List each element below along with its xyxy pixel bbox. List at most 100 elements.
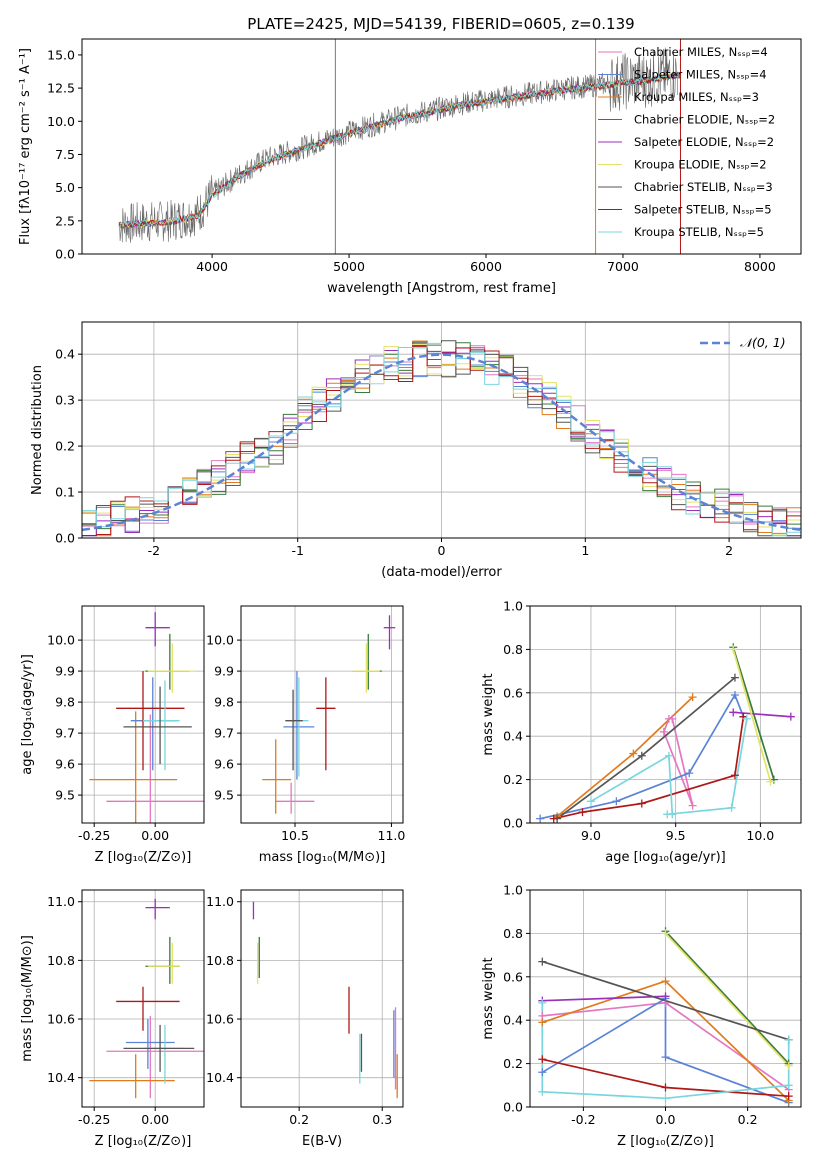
weight-marker-chabrier_miles [668,714,677,723]
y-tick-label: 11.0 [47,894,75,909]
x-tick-label: 0.3 [372,1112,392,1127]
weight-marker-kroupa_stelib [663,810,672,819]
x-axis-label: E(B-V) [302,1134,342,1149]
plot-area [252,901,398,1099]
plot-area [540,646,791,820]
y-tick-label: 10.6 [47,1012,75,1027]
weight-marker-kroupa_stelib [586,797,595,806]
x-tick-label: 2 [725,543,733,558]
weight-line-chabrier_stelib [556,676,736,820]
x-axis-label: mass [log₁₀(M/M⊙)] [259,850,386,865]
weight-marker-chabrier_stelib [538,957,547,966]
x-tick-label: 0.0 [656,1112,676,1127]
weight-marker-kroupa_miles [688,693,697,702]
y-tick-label: 10.6 [206,1012,234,1027]
weight-marker-salpeter_elodie [729,708,738,717]
model-line-salpeter_elodie [118,71,679,229]
y-tick-label: 0.2 [503,772,523,787]
axes-frame [240,605,404,824]
weight-line-salpeter_miles [541,996,789,1104]
y-tick-label: 15.0 [47,47,75,62]
weight-marker-kroupa_elodie [766,777,775,786]
weight-marker-kroupa_elodie [729,645,738,654]
y-tick-label: 1.0 [503,599,523,614]
x-tick-label: -0.25 [78,1112,110,1127]
plot-area [118,39,681,254]
y-tick-label: 9.7 [214,726,234,741]
weight-marker-salpeter_miles [612,797,621,806]
y-tick-label: 0.6 [503,969,523,984]
x-tick-label: 0.2 [289,1112,309,1127]
legend-label: Kroupa ELODIE, Nₛₛₚ=2 [634,158,767,172]
weight-marker-kroupa_stelib [742,714,751,723]
x-tick-label: 5000 [333,259,365,274]
x-tick-label: 9.0 [581,828,601,843]
axes-frame [81,38,802,255]
weight-marker-kroupa_elodie [784,1061,793,1070]
model-line-kroupa_elodie [118,72,678,229]
legend-label: 𝒩(0, 1) [740,335,786,350]
y-tick-label: 2.5 [55,213,75,228]
y-tick-label: 0.0 [55,247,75,262]
x-tick-label: -0.25 [78,828,110,843]
y-tick-label: 10.4 [206,1070,234,1085]
y-tick-label: 10.8 [206,953,234,968]
plot-area [262,615,396,814]
y-tick-label: 9.6 [55,757,75,772]
legend-label: Chabrier ELODIE, Nₛₛₚ=2 [634,113,775,127]
weight-line-chabrier_miles [662,718,694,806]
legend-label: Salpeter MILES, Nₛₛₚ=4 [634,68,767,82]
legend-label: Chabrier STELIB, Nₛₛₚ=3 [634,180,773,194]
y-tick-label: 0.6 [503,685,523,700]
model-line-chabrier_miles [118,72,679,228]
y-tick-label: 10.0 [206,633,234,648]
y-tick-label: 1.0 [503,883,523,898]
x-axis-label: Z [log₁₀(Z/Z⊙)] [617,1134,714,1149]
y-tick-label: 0.4 [503,1013,523,1028]
weight-marker-salpeter_stelib [578,808,587,817]
weight-marker-salpeter_miles [730,690,739,699]
y-tick-label: 0.3 [55,393,75,408]
weight-marker-kroupa_stelib [538,1087,547,1096]
x-tick-label: -2 [148,543,160,558]
legend-label: Salpeter STELIB, Nₛₛₚ=5 [634,203,772,217]
weight-marker-salpeter_miles [661,1053,670,1062]
y-tick-label: 0.8 [503,926,523,941]
axes-frame [81,889,205,1108]
panel-mass_vs_Z: -0.25 0.00 10.4 10.6 10.8 11.0 Z [log₁₀(Z/Z⊙)]… [20,889,205,1149]
x-tick-label: 0.00 [141,1112,169,1127]
y-tick-label: 10.4 [47,1070,75,1085]
weight-marker-kroupa_stelib [784,1035,793,1044]
plot-area [89,612,204,823]
y-tick-label: 0.1 [55,485,75,500]
x-tick-label: -0.2 [571,1112,595,1127]
x-tick-label: 0.00 [141,828,169,843]
x-axis-label: Z [log₁₀(Z/Z⊙)] [95,850,192,865]
y-axis-label: Normed distribution [30,365,45,495]
y-tick-label: 9.5 [214,788,234,803]
model-line-chabrier_elodie [118,73,679,229]
model-line-kroupa_stelib [118,74,678,228]
weight-marker-kroupa_stelib [784,1081,793,1090]
y-tick-label: 0.0 [55,531,75,546]
weight-marker-kroupa_stelib [538,998,547,1007]
y-tick-label: 10.8 [47,953,75,968]
x-tick-label: 6000 [470,259,502,274]
y-tick-label: 0.8 [503,642,523,657]
weight-marker-kroupa_miles [661,977,670,986]
weight-line-salpeter_elodie [542,995,666,1002]
y-tick-label: 9.8 [55,695,75,710]
weight-line-chabrier_elodie [664,930,790,1065]
y-tick-label: 9.9 [55,664,75,679]
y-tick-label: 0.0 [503,1100,523,1115]
y-axis-label: mass weight [481,673,496,755]
panel-weight_vs_Z: -0.2 0.0 0.2 0.0 0.2 0.4 0.6 0.8 1.0 Z [log₁₀(Z/Z… [481,883,802,1149]
y-tick-label: 9.5 [55,788,75,803]
x-tick-label: 10.5 [281,828,309,843]
panel-residual_histogram: -2 -1 0 1 2 0.0 0.1 0.2 0.3 0.4 (data-model)/error… [30,321,802,580]
x-tick-label: 7000 [607,259,639,274]
axes-frame [81,605,205,824]
weight-marker-salpeter_stelib [549,814,558,823]
model-line-chabrier_stelib [118,71,679,229]
